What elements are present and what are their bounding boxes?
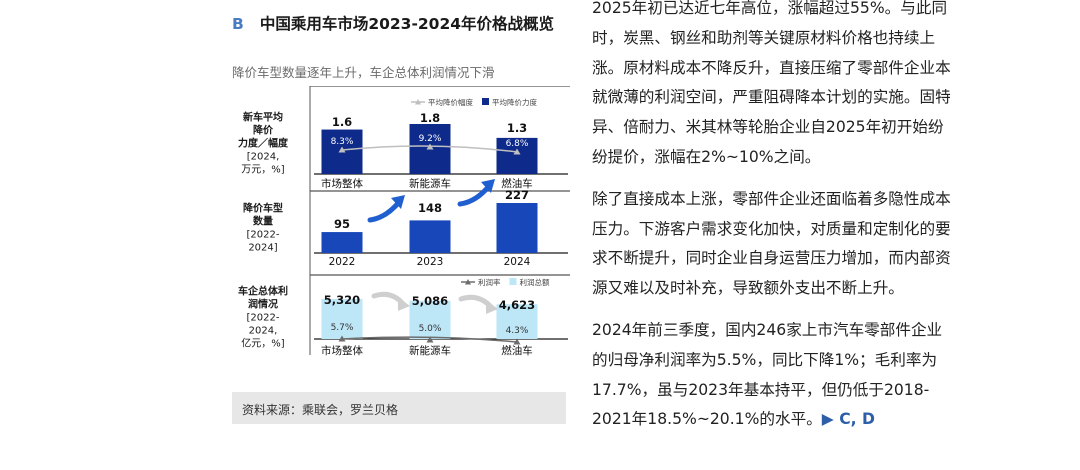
panel-title-text: 中国乘用车市场2023-2024年价格战概览 [259,15,555,33]
category-label: 2024 [504,256,531,268]
row-label-line: 车企总体利 [238,285,288,298]
series-point [338,146,346,153]
bar-value-label: 5,086 [412,294,448,308]
row-label-line: 降价 [253,124,274,137]
row-label-line: 数量 [253,215,273,228]
bar [496,203,538,253]
legend-square-marker [482,98,489,105]
growth-arrow-head [481,179,495,193]
bar [409,220,451,253]
row-label-line: [2022- [247,230,280,241]
series-value-label: 9.2% [419,134,442,144]
category-label: 2023 [417,256,444,268]
series-point [513,338,521,345]
series-value-label: 4.3% [506,326,529,336]
article-paragraph-2: 除了直接成本上涨，零部件企业还面临着多隐性成本压力。下游客户需求变化加快，对质量… [592,189,951,298]
series-value-label: 8.3% [331,137,354,147]
row-label-line: 2024] [248,243,277,254]
bar [321,299,363,339]
decline-arrow-head [398,297,410,311]
bar [409,300,451,339]
bar [496,304,538,339]
source-note: 资料来源：乘联会，罗兰贝格 [232,392,566,424]
bar-value-label: 95 [334,217,350,231]
row-label-line: [2024, [247,152,280,163]
panel-subtitle: 降价车型数量逐年上升，车企总体利润情况下滑 [232,65,495,80]
panel-title: B 中国乘用车市场2023-2024年价格战概览 [232,12,572,34]
decline-arrow-head [486,300,498,314]
article-paragraph-3: 2024年前三季度，国内246家上市汽车零部件企业的归母净利润率为5.5%，同比… [592,316,952,435]
legend-label: 平均降价力度 [492,97,537,107]
series-point [426,143,434,150]
series-point [338,335,346,342]
bar-value-label: 4,623 [499,298,535,312]
row-label-line: 亿元，%] [241,337,285,350]
bar-value-label: 1.8 [420,111,440,125]
legend-triangle-marker [415,99,421,105]
bar-value-label: 5,320 [324,293,360,307]
row-label-line: 降价车型 [243,202,283,215]
category-label: 2022 [329,256,356,268]
category-label: 市场整体 [321,177,363,190]
growth-arrow [457,182,493,207]
category-label: 燃油车 [501,344,533,357]
row-label-line: 力度／幅度 [238,137,289,150]
bar-value-label: 1.6 [332,115,352,129]
article-paragraph-3-text: 2024年前三季度，国内246家上市汽车零部件企业的归母净利润率为5.5%，同比… [592,320,943,429]
bar [496,137,538,174]
series-value-label: 5.7% [331,323,354,333]
legend-square-marker [509,278,517,285]
legend-label: 利润率 [478,277,501,287]
row-label-line: 新车平均 [243,111,283,124]
series-point [426,336,434,343]
row-label-line: 润情况 [248,298,278,311]
category-label: 新能源车 [409,177,451,190]
source-text: 资料来源：乘联会，罗兰贝格 [242,403,399,417]
bar [321,232,363,253]
legend-label: 利润总额 [520,277,550,287]
series-value-label: 5.0% [419,324,442,334]
growth-arrow-head [391,195,405,209]
panel-letter: B [232,15,244,33]
growth-arrow [367,198,403,223]
row-label-line: 万元，%] [241,165,285,176]
bar-value-label: 1.3 [507,121,527,135]
cross-reference-link[interactable]: ▶ C, D [821,410,875,429]
legend-label: 平均降价幅度 [428,97,473,107]
bar-value-label: 148 [418,201,442,215]
row-label-line: 2024, [249,326,278,337]
row-label-line: [2022- [247,313,280,324]
series-value-label: 6.8% [506,139,529,149]
bar-value-label: 227 [505,188,529,202]
series-point [513,148,521,155]
article-text: 2025年初已达近七年高位，涨幅超过55%。与此同时，炭黑、钢丝和助剂等关键原材… [592,0,952,447]
legend-triangle-marker [465,279,471,285]
category-label: 新能源车 [409,344,451,357]
article-paragraph-1: 2025年初已达近七年高位，涨幅超过55%。与此同时，炭黑、钢丝和助剂等关键原材… [592,0,951,166]
category-label: 燃油车 [501,177,533,190]
category-label: 市场整体 [321,344,363,357]
